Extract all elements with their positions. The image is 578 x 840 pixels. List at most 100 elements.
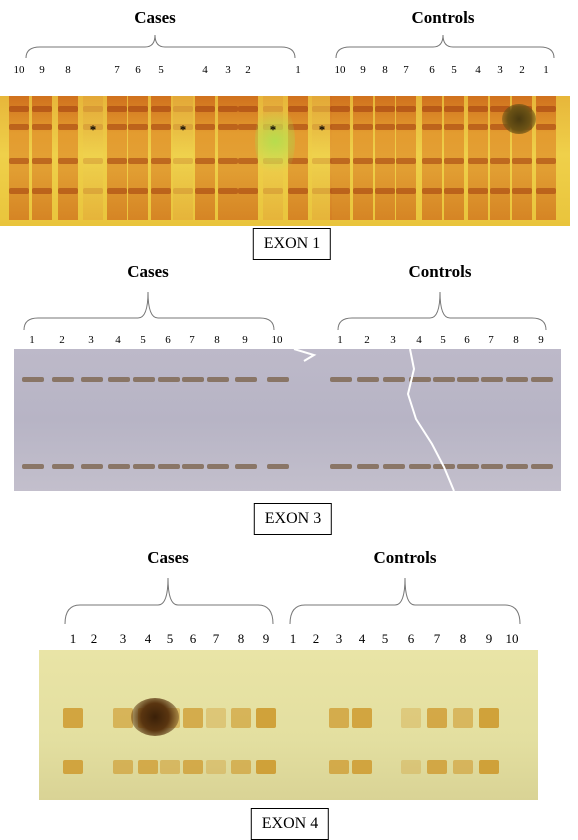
gel-band bbox=[375, 158, 395, 164]
exon1-gel-image: * * * * bbox=[0, 96, 570, 226]
controls-lane-number: 1 bbox=[337, 334, 343, 346]
controls-lane-number: 1 bbox=[543, 64, 549, 76]
gel-band bbox=[58, 188, 78, 194]
gel-band bbox=[256, 708, 276, 728]
gel-band bbox=[457, 464, 479, 469]
gel-band bbox=[481, 377, 503, 382]
cases-lane-number: 2 bbox=[245, 64, 251, 76]
gel-band bbox=[128, 158, 148, 164]
gel-band bbox=[531, 464, 553, 469]
gel-band bbox=[238, 158, 258, 164]
cases-lane-number: 1 bbox=[69, 631, 77, 646]
gel-band bbox=[52, 464, 74, 469]
gel-lane bbox=[173, 96, 193, 220]
gel-band bbox=[22, 464, 44, 469]
gel-band bbox=[422, 124, 442, 130]
cases-lane-number: 10 bbox=[13, 64, 25, 76]
gel-band bbox=[32, 158, 52, 164]
gel-band bbox=[238, 188, 258, 194]
gel-band bbox=[83, 158, 103, 164]
cases-lane-number: 9 bbox=[39, 64, 45, 76]
gel-band bbox=[330, 464, 352, 469]
gel-band bbox=[206, 708, 226, 728]
gel-band bbox=[444, 124, 464, 130]
gel-band bbox=[506, 377, 528, 382]
cases-lane-number: 10 bbox=[271, 334, 283, 346]
gel-band bbox=[396, 188, 416, 194]
gel-band bbox=[536, 106, 556, 112]
gel-band bbox=[288, 124, 308, 130]
gel-band bbox=[422, 106, 442, 112]
gel-band bbox=[506, 464, 528, 469]
gel-band bbox=[133, 464, 155, 469]
controls-lane-number: 9 bbox=[538, 334, 544, 346]
gel-band bbox=[481, 464, 503, 469]
gel-band bbox=[357, 464, 379, 469]
gel-band bbox=[160, 760, 180, 774]
gel-band bbox=[433, 377, 455, 382]
gel-band bbox=[195, 106, 215, 112]
gel-band bbox=[206, 760, 226, 774]
gel-band bbox=[427, 760, 447, 774]
gel-band bbox=[312, 158, 332, 164]
controls-lane-number: 2 bbox=[519, 64, 525, 76]
gel-stain-spot bbox=[131, 698, 179, 736]
gel-band bbox=[353, 106, 373, 112]
cases-lane-number: 1 bbox=[295, 64, 301, 76]
gel-band bbox=[329, 760, 349, 774]
exon4-label: EXON 4 bbox=[250, 808, 330, 840]
cases-brace bbox=[25, 34, 555, 59]
gel-band bbox=[218, 188, 238, 194]
gel-band bbox=[32, 124, 52, 130]
gel-band bbox=[238, 106, 258, 112]
gel-band bbox=[330, 188, 350, 194]
cases-lane-number: 9 bbox=[242, 334, 248, 346]
asterisk-marker: * bbox=[179, 122, 187, 137]
gel-band bbox=[453, 760, 473, 774]
cases-lane-number: 4 bbox=[115, 334, 121, 346]
gel-band bbox=[113, 708, 133, 728]
controls-lane-number: 4 bbox=[416, 334, 422, 346]
cases-lane-number: 7 bbox=[114, 64, 120, 76]
gel-band bbox=[330, 106, 350, 112]
exon1-label: EXON 1 bbox=[252, 228, 332, 260]
gel-band bbox=[267, 464, 289, 469]
exon3-panel: Cases Controls 1 2 3 4 5 6 7 8 9 10 1 2 3 4 5 6 7 8 9 EXON… bbox=[0, 262, 578, 542]
gel-band bbox=[536, 124, 556, 130]
gel-band bbox=[218, 106, 238, 112]
cases-lane-number: 8 bbox=[65, 64, 71, 76]
cases-lane-number: 4 bbox=[144, 631, 152, 646]
gel-band bbox=[444, 106, 464, 112]
gel-band bbox=[195, 158, 215, 164]
gel-stain-spot bbox=[502, 104, 536, 134]
gel-band bbox=[183, 760, 203, 774]
gel-lane bbox=[83, 96, 103, 220]
gel-band bbox=[352, 708, 372, 728]
controls-lane-number: 8 bbox=[513, 334, 519, 346]
gel-band bbox=[352, 760, 372, 774]
gel-band bbox=[479, 760, 499, 774]
cases-lane-number: 6 bbox=[189, 631, 197, 646]
gel-band bbox=[22, 377, 44, 382]
gel-band bbox=[231, 708, 251, 728]
gel-band bbox=[128, 106, 148, 112]
gel-band bbox=[330, 377, 352, 382]
gel-band bbox=[182, 377, 204, 382]
gel-band bbox=[63, 760, 83, 774]
gel-band bbox=[330, 158, 350, 164]
gel-band bbox=[113, 760, 133, 774]
gel-band bbox=[401, 760, 421, 774]
exon3-label: EXON 3 bbox=[253, 503, 333, 535]
controls-lane-number: 9 bbox=[360, 64, 366, 76]
asterisk-marker: * bbox=[269, 122, 277, 137]
gel-band bbox=[256, 760, 276, 774]
gel-band bbox=[151, 188, 171, 194]
gel-band bbox=[231, 760, 251, 774]
gel-band bbox=[235, 377, 257, 382]
cases-lane-number: 1 bbox=[29, 334, 35, 346]
cases-lane-number: 9 bbox=[262, 631, 270, 646]
gel-band bbox=[107, 158, 127, 164]
gel-band bbox=[357, 377, 379, 382]
gel-band bbox=[531, 377, 553, 382]
gel-band bbox=[83, 106, 103, 112]
